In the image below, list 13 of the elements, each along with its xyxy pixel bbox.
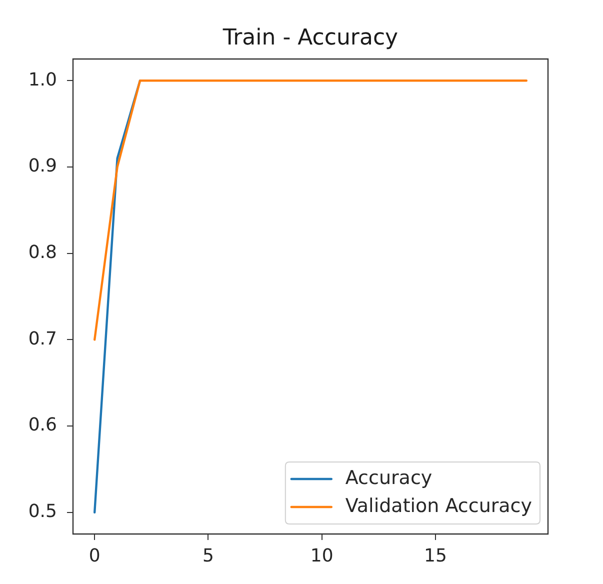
chart-title: Train - Accuracy (222, 26, 398, 51)
legend-label: Accuracy (345, 466, 432, 489)
legend-label: Validation Accuracy (345, 494, 532, 517)
y-tick-label: 1.0 (28, 69, 57, 90)
y-tick-label: 0.7 (28, 328, 57, 350)
x-tick-label: 5 (202, 545, 214, 566)
x-tick-label: 15 (424, 545, 447, 566)
x-tick-label: 10 (310, 545, 334, 566)
x-tick-label: 0 (88, 545, 100, 566)
y-tick-label: 0.6 (28, 414, 57, 436)
y-tick-label: 0.5 (28, 501, 57, 522)
y-tick-label: 0.9 (28, 156, 57, 177)
y-tick-label: 0.8 (28, 242, 57, 263)
